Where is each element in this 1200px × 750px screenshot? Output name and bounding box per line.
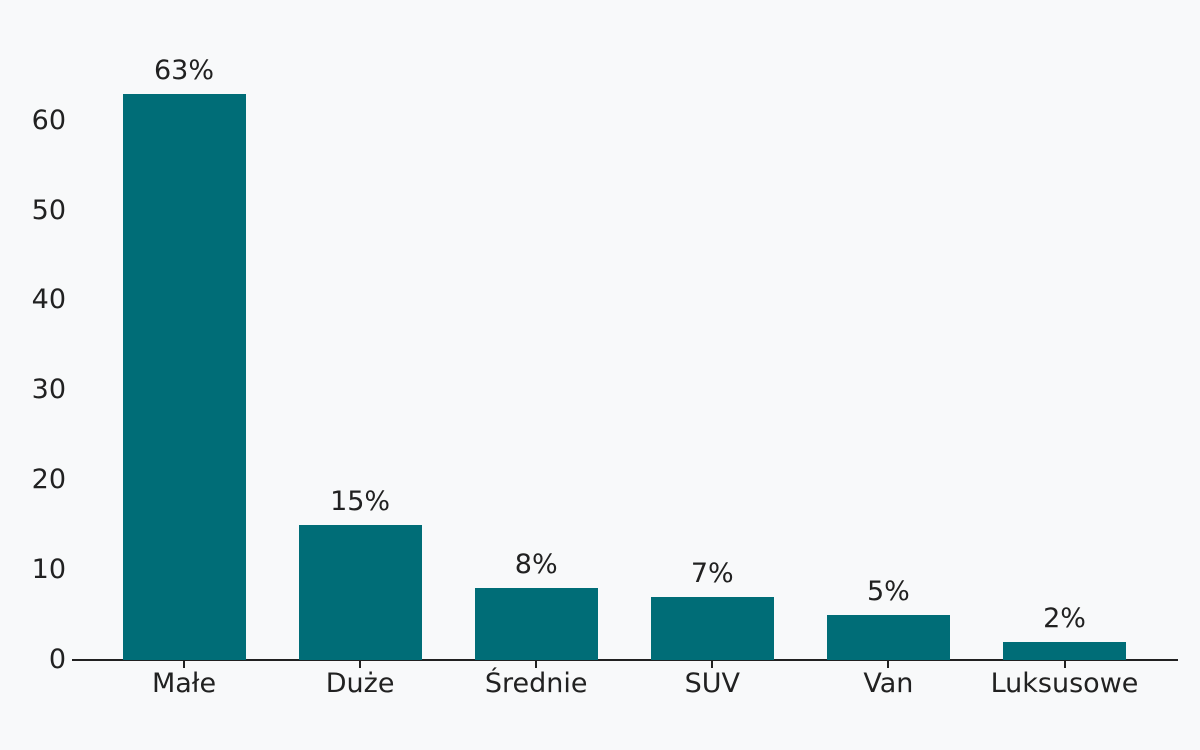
bar-value-label: 15% bbox=[330, 486, 391, 518]
x-tick-mark bbox=[887, 661, 890, 668]
y-tick-label: 20 bbox=[31, 464, 66, 496]
x-tick-label: Luksusowe bbox=[990, 668, 1139, 699]
x-tick-mark bbox=[711, 661, 714, 668]
bar bbox=[122, 93, 246, 660]
bar bbox=[474, 588, 598, 660]
x-tick-label: Van bbox=[863, 668, 914, 699]
bar-value-label: 8% bbox=[514, 549, 558, 581]
bar-value-label: 2% bbox=[1043, 603, 1086, 635]
bar-value-label: 5% bbox=[866, 576, 910, 608]
bar bbox=[1003, 642, 1126, 660]
y-tick-label: 50 bbox=[31, 194, 66, 226]
y-tick-label: 60 bbox=[31, 104, 66, 136]
bar bbox=[650, 597, 774, 660]
x-tick-mark bbox=[1063, 661, 1066, 668]
y-tick-label: 30 bbox=[31, 374, 66, 406]
x-tick-mark bbox=[359, 661, 362, 668]
x-tick-label: Duże bbox=[325, 668, 395, 699]
x-tick-label: SUV bbox=[684, 668, 740, 699]
x-tick-label: Małe bbox=[151, 668, 217, 699]
y-tick-label: 10 bbox=[31, 554, 66, 586]
x-axis-line bbox=[72, 659, 1178, 661]
bar-value-label: 7% bbox=[690, 558, 734, 590]
y-tick-label: 0 bbox=[48, 644, 66, 675]
x-tick-label: Średnie bbox=[484, 668, 588, 699]
x-tick-mark bbox=[183, 661, 185, 668]
bar bbox=[826, 615, 950, 660]
x-tick-mark bbox=[535, 661, 538, 668]
y-tick-label: 40 bbox=[31, 284, 66, 316]
bar bbox=[298, 525, 422, 660]
bar-value-label: 63% bbox=[153, 54, 214, 86]
